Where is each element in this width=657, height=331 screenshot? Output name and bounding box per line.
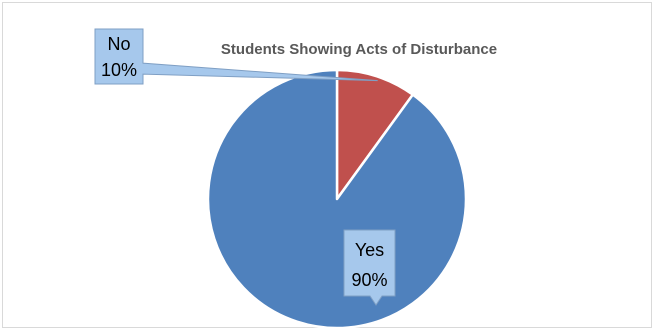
data-label-category-no: No — [107, 34, 130, 54]
slices-layer — [206, 68, 468, 329]
data-label-value-no: 10% — [101, 60, 137, 80]
data-label-value-yes: 90% — [351, 270, 387, 290]
chart-area: Students Showing Acts of Disturbance No 1… — [2, 2, 652, 329]
pie-slice-yes — [206, 68, 468, 329]
data-label-category-yes: Yes — [355, 240, 384, 260]
callout-box-no — [94, 28, 378, 85]
chart-title: Students Showing Acts of Disturbance — [221, 41, 497, 58]
pie-chart: Students Showing Acts of Disturbance No 1… — [94, 28, 497, 329]
pie-slice-no — [335, 68, 415, 201]
callouts-layer: No 10% Yes 90% — [94, 28, 396, 306]
callout-box-yes — [343, 229, 396, 306]
